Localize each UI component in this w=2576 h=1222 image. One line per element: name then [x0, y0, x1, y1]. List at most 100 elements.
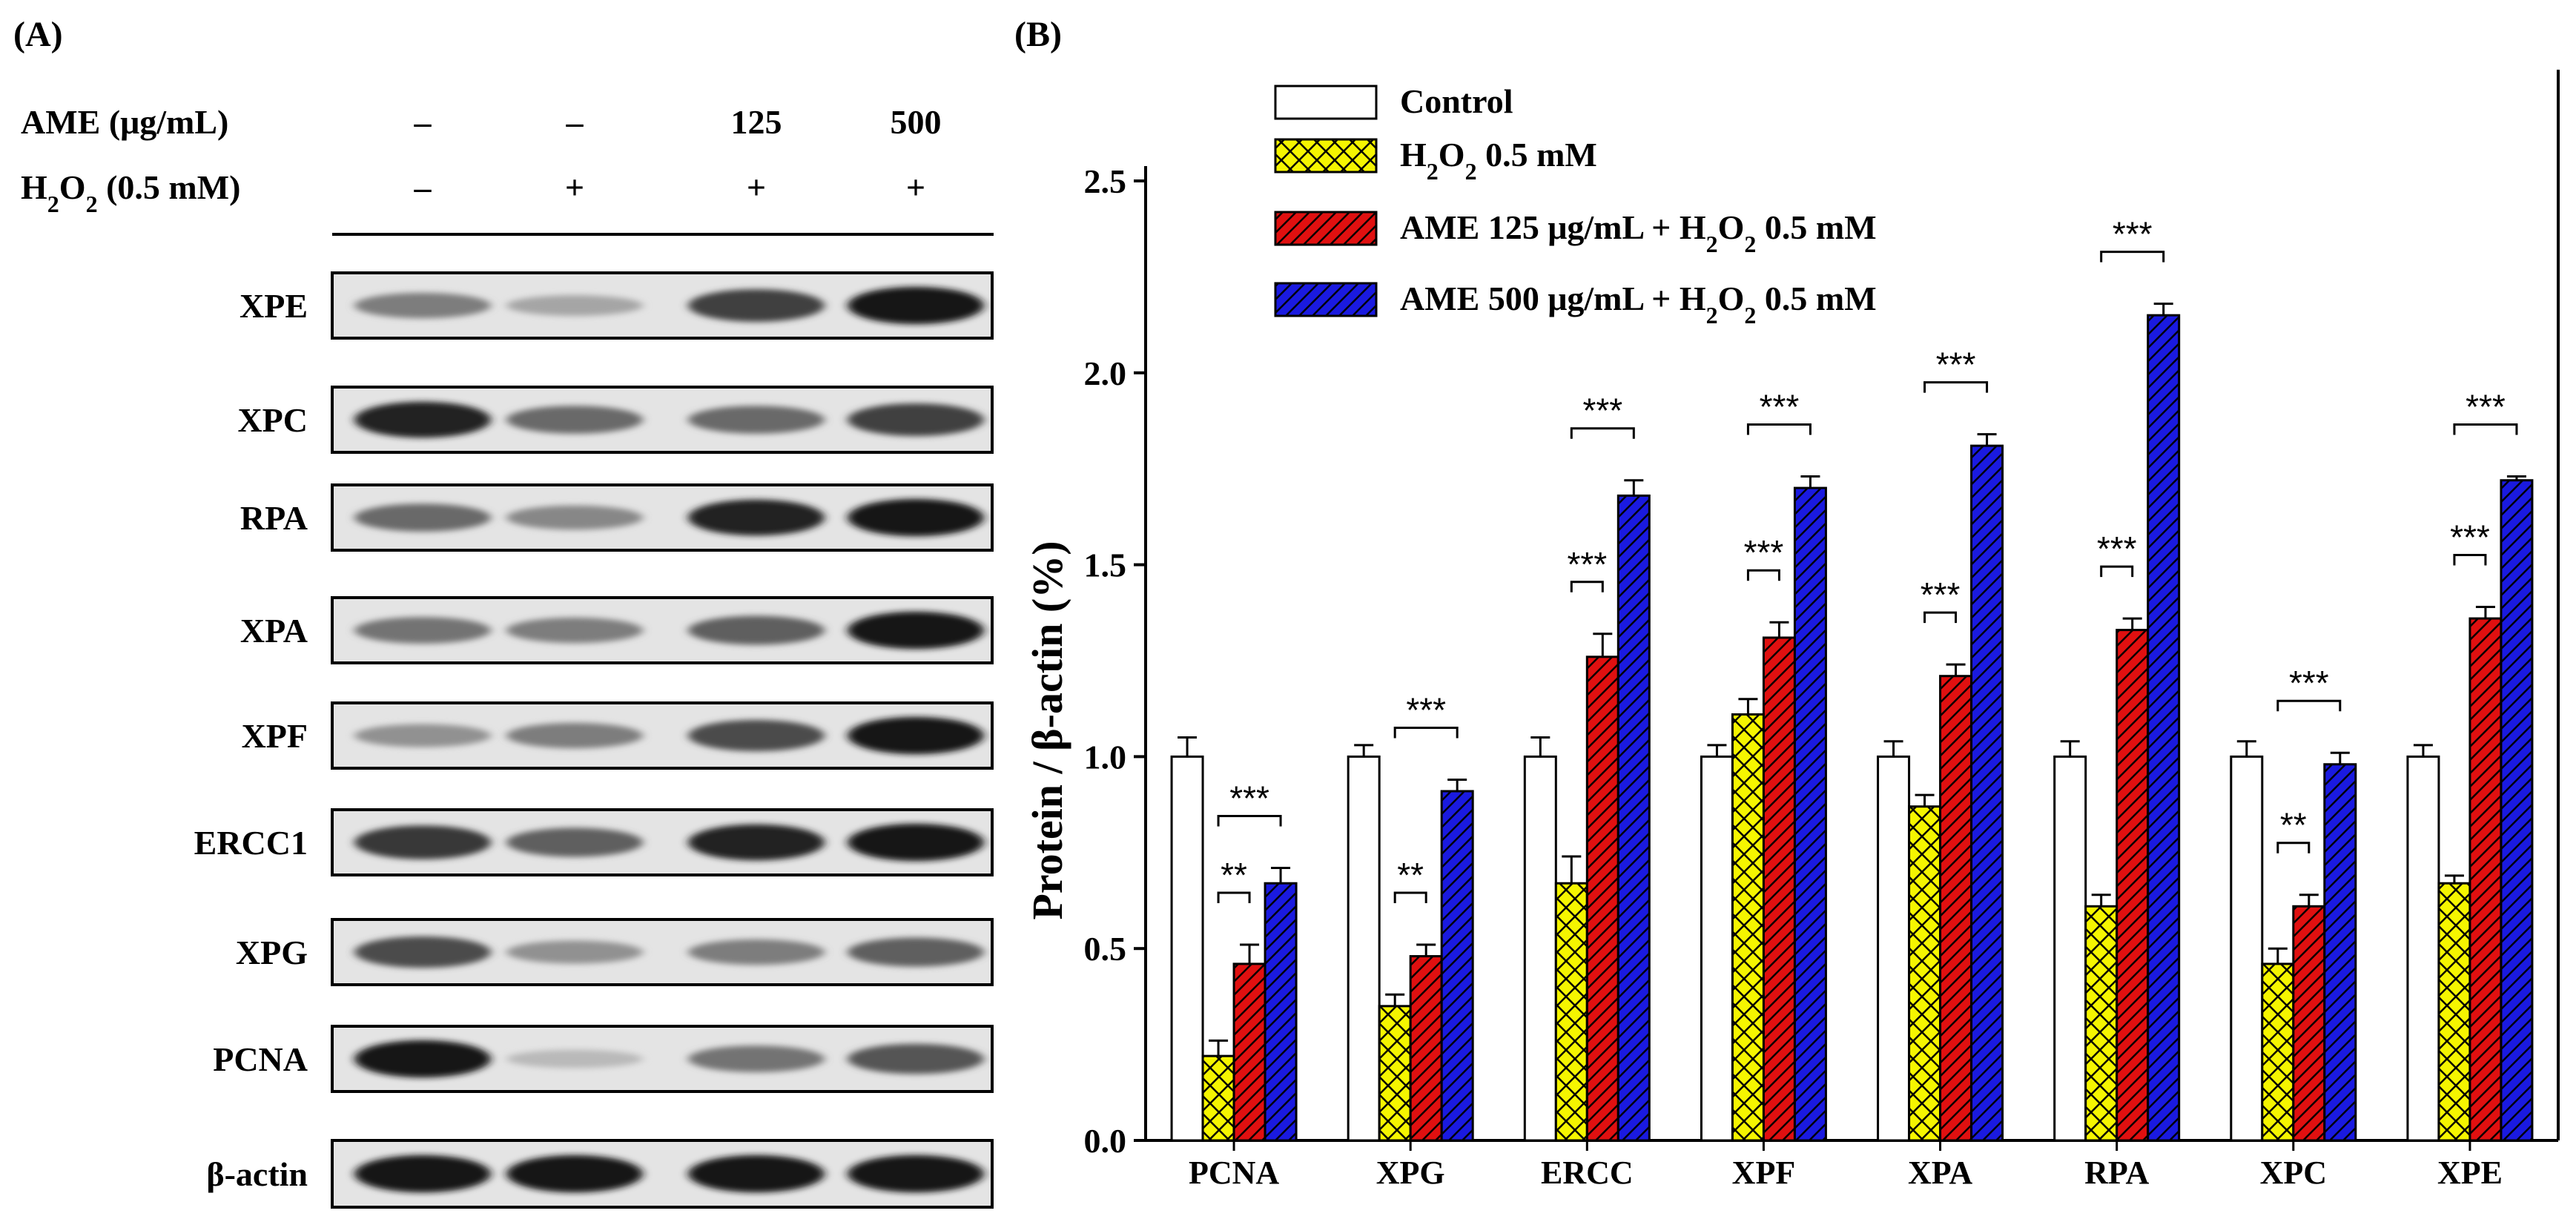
- x-tick-label: XPG: [1376, 1155, 1445, 1191]
- significance-bracket: [1570, 427, 1635, 439]
- legend-label: H2O2 0.5 mM: [1400, 136, 1597, 185]
- treatment-value: +: [565, 168, 584, 206]
- blot-label: XPC: [237, 401, 308, 439]
- blot-label: RPA: [240, 499, 308, 537]
- blot-band: [506, 940, 643, 964]
- x-tick-label: XPF: [1732, 1155, 1796, 1191]
- blot-band: [688, 499, 825, 536]
- x-tick-label: XPA: [1908, 1155, 1972, 1191]
- bar: [2437, 882, 2471, 1142]
- significance-bracket: [2453, 423, 2518, 435]
- bar: [2116, 629, 2150, 1142]
- bar: [1700, 755, 1734, 1142]
- x-tick-label: PCNA: [1189, 1155, 1279, 1191]
- ame-row-label: AME (μg/mL): [21, 103, 228, 141]
- y-tick-label: 1.5: [1084, 546, 1127, 584]
- blot-band: [506, 295, 643, 316]
- treatment-value: –: [566, 103, 584, 141]
- legend-swatch: [1274, 211, 1378, 246]
- blot-row: XPF: [242, 701, 994, 770]
- blot-band: [506, 1049, 643, 1069]
- chart-legend: Control H2O2 0.5 mM AME 125 μg/mL + H2O2 0…: [1274, 82, 1877, 328]
- blot-band: [506, 505, 643, 530]
- blot-band: [688, 939, 825, 965]
- blot-band: [688, 824, 825, 861]
- western-blots: XPE XPC RPA XPA XPF ERCC1 XPG PCNA β-actin: [194, 271, 994, 1209]
- blot-band: [848, 823, 984, 862]
- significance-bracket: [2276, 842, 2311, 853]
- y-tick-label: 0.5: [1084, 930, 1127, 968]
- bar: [2147, 314, 2181, 1142]
- bar: [1347, 755, 1381, 1142]
- treatment-value: 500: [891, 103, 942, 141]
- blot-band: [354, 617, 491, 644]
- blot-band: [688, 1155, 825, 1193]
- treatment-value: –: [414, 103, 432, 141]
- blot-band: [506, 722, 643, 749]
- blot-row: XPG: [236, 918, 994, 986]
- treatment-value: 125: [731, 103, 782, 141]
- bar: [1201, 1054, 1235, 1142]
- y-tick-label: 0.0: [1084, 1122, 1127, 1160]
- legend-swatch: [1274, 138, 1378, 174]
- significance-label: ***: [1567, 545, 1607, 584]
- significance-label: **: [1397, 856, 1424, 894]
- blot-row: PCNA: [213, 1025, 994, 1093]
- significance-bracket: [2100, 565, 2134, 578]
- bar: [1554, 882, 1588, 1142]
- significance-bracket: [1570, 581, 1604, 592]
- blot-band: [848, 937, 984, 967]
- blot-band: [848, 1155, 984, 1193]
- bar: [1877, 755, 1911, 1142]
- panel-b-label: (B): [1014, 15, 1062, 54]
- blot-band: [848, 498, 984, 537]
- x-tick-label: ERCC: [1541, 1155, 1634, 1191]
- blot-row: XPE: [240, 271, 994, 340]
- bar: [2053, 755, 2087, 1142]
- blot-band: [848, 611, 984, 650]
- blot-band: [354, 825, 491, 859]
- significance-bracket: [1393, 891, 1427, 904]
- treatment-table: AME (μg/mL) H2O2 (0.5 mM) – – 125 500 – + + +: [21, 103, 942, 217]
- blot-band: [354, 503, 491, 532]
- blot-label: PCNA: [213, 1040, 308, 1078]
- bar: [1616, 494, 1651, 1142]
- significance-bracket: [1746, 569, 1780, 581]
- bar: [1939, 675, 1973, 1142]
- significance-bracket: [2276, 699, 2342, 712]
- bar: [2468, 617, 2503, 1142]
- blot-row: XPA: [240, 596, 994, 664]
- legend-label: Control: [1400, 82, 1513, 120]
- significance-label: ***: [1744, 533, 1784, 572]
- blot-label: β-actin: [206, 1155, 308, 1193]
- bar: [1170, 755, 1204, 1142]
- blot-band: [354, 1040, 491, 1078]
- blot-label: ERCC1: [194, 824, 308, 862]
- blot-band: [688, 1046, 825, 1072]
- bar: [1762, 636, 1796, 1142]
- significance-label: ***: [1406, 690, 1446, 729]
- blot-label: XPF: [242, 717, 308, 755]
- bar: [1908, 805, 1942, 1142]
- bar: [2084, 905, 2118, 1142]
- panel-a-label: (A): [13, 15, 63, 54]
- significance-bracket: [1217, 891, 1251, 904]
- bar: [1378, 1005, 1412, 1142]
- significance-bracket: [1923, 381, 1989, 393]
- legend-label: AME 500 μg/mL + H2O2 0.5 mM: [1400, 280, 1877, 328]
- legend-label: AME 125 μg/mL + H2O2 0.5 mM: [1400, 208, 1877, 257]
- blot-band: [848, 716, 984, 755]
- blot-row: β-actin: [206, 1139, 994, 1209]
- y-tick-label: 1.0: [1084, 738, 1127, 776]
- blot-row: ERCC1: [194, 808, 994, 876]
- bar: [1793, 486, 1827, 1142]
- bar: [1970, 444, 2004, 1142]
- blot-label: XPA: [240, 612, 308, 650]
- bar: [2230, 755, 2264, 1142]
- treatment-value: +: [747, 168, 766, 206]
- significance-label: ***: [1936, 346, 1976, 384]
- bar-chart: 0.0 0.5 1.0 1.5 2.0 2.5 PCNA XPG ERCC XPF XPA RPA XP…: [1084, 70, 2560, 1191]
- significance-bracket: [2100, 251, 2165, 262]
- blot-band: [506, 406, 643, 434]
- treatment-value: –: [414, 168, 432, 206]
